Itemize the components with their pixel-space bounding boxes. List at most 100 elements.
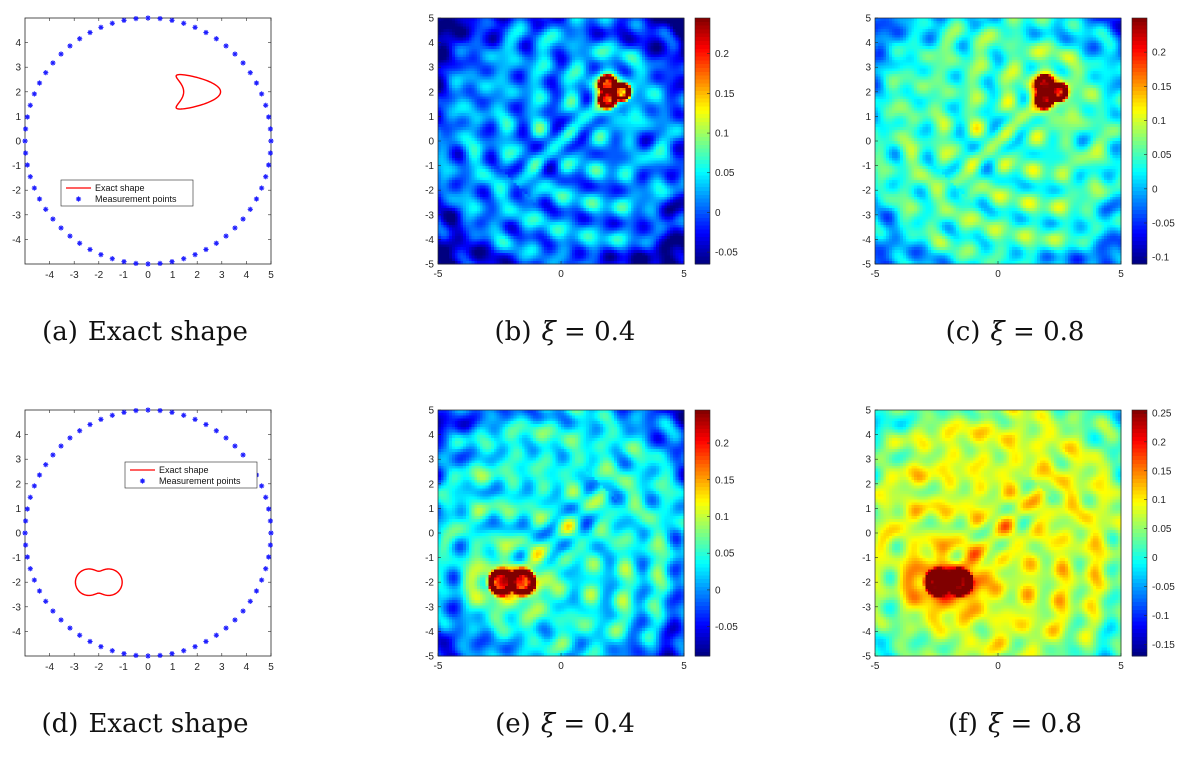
heatmap-cell — [513, 31, 517, 36]
heatmap-cell — [580, 113, 584, 117]
heatmap-cell — [583, 54, 587, 58]
heatmap-cell — [633, 51, 638, 55]
heatmap-cell — [507, 31, 512, 36]
heatmap-cell — [516, 146, 520, 150]
heatmap-cell — [580, 73, 584, 78]
heatmap-cell — [597, 73, 601, 78]
heatmap-cell — [583, 73, 587, 78]
heatmap-cell — [555, 62, 559, 67]
heatmap-cell — [463, 40, 467, 44]
heatmap-cell — [471, 107, 475, 111]
heatmap-cell — [574, 138, 579, 142]
heatmap-cell — [438, 107, 442, 111]
panel-a-xtick-label: 2 — [194, 270, 200, 281]
heatmap-cell — [449, 40, 453, 44]
heatmap-cell — [524, 129, 529, 134]
heatmap-cell — [586, 82, 590, 86]
heatmap-cell — [633, 40, 638, 44]
heatmap-cell — [485, 68, 489, 72]
heatmap-cell — [446, 34, 450, 39]
heatmap-cell — [639, 79, 643, 83]
heatmap-cell — [449, 146, 453, 150]
heatmap-cell — [477, 104, 481, 109]
heatmap-cell — [656, 51, 660, 55]
heatmap-cell — [591, 79, 596, 83]
heatmap-cell — [552, 110, 557, 114]
heatmap-cell — [443, 37, 447, 41]
heatmap-cell — [628, 129, 632, 134]
heatmap-cell — [586, 40, 590, 44]
heatmap-cell — [516, 118, 520, 123]
heatmap-cell — [496, 149, 501, 153]
heatmap-cell — [644, 143, 649, 148]
heatmap-cell — [474, 127, 478, 131]
heatmap-cell — [566, 99, 570, 103]
heatmap-cell — [642, 29, 646, 33]
heatmap-cell — [471, 138, 475, 142]
heatmap-cell — [622, 37, 626, 41]
heatmap-cell — [493, 31, 498, 36]
heatmap-cell — [493, 113, 498, 117]
heatmap-cell — [583, 23, 587, 27]
heatmap-cell — [519, 154, 523, 159]
heatmap-cell — [602, 79, 607, 83]
heatmap-cell — [566, 34, 570, 39]
heatmap-cell — [566, 138, 570, 142]
heatmap-cell — [474, 23, 478, 27]
heatmap-cell — [563, 85, 568, 89]
heatmap-cell — [510, 115, 515, 120]
heatmap-cell — [440, 68, 445, 72]
heatmap-cell — [597, 37, 601, 41]
heatmap-cell — [611, 146, 615, 150]
heatmap-cell — [672, 82, 677, 86]
heatmap-cell — [600, 124, 604, 128]
heatmap-cell — [519, 59, 523, 64]
heatmap-cell — [474, 43, 478, 47]
heatmap-cell — [465, 57, 470, 61]
heatmap-cell — [465, 99, 470, 103]
heatmap-cell — [510, 96, 515, 100]
heatmap-cell — [633, 115, 638, 120]
heatmap-cell — [530, 65, 534, 69]
heatmap-cell — [513, 76, 517, 81]
heatmap-cell — [670, 65, 674, 69]
heatmap-cell — [521, 48, 526, 53]
heatmap-cell — [574, 135, 579, 139]
heatmap-cell — [499, 85, 503, 89]
heatmap-cell — [574, 132, 579, 137]
heatmap-cell — [594, 138, 598, 142]
panel-a-measurement-point — [157, 260, 163, 267]
heatmap-cell — [524, 29, 529, 33]
heatmap-cell — [633, 65, 638, 69]
heatmap-cell — [440, 18, 445, 22]
heatmap-cell — [533, 104, 537, 109]
heatmap-cell — [552, 45, 557, 50]
heatmap-cell — [656, 152, 660, 156]
heatmap-cell — [572, 90, 576, 95]
heatmap-cell — [644, 127, 649, 131]
heatmap-cell — [670, 110, 674, 114]
heatmap-cell — [544, 26, 548, 30]
heatmap-cell — [443, 18, 447, 22]
heatmap-cell — [605, 73, 610, 78]
heatmap-cell — [521, 68, 526, 72]
heatmap-cell — [650, 143, 654, 148]
heatmap-cell — [616, 118, 621, 123]
heatmap-cell — [530, 160, 534, 164]
heatmap-cell — [451, 160, 456, 164]
heatmap-cell — [516, 143, 520, 148]
heatmap-cell — [670, 85, 674, 89]
heatmap-cell — [656, 82, 660, 86]
heatmap-cell — [499, 57, 503, 61]
heatmap-cell — [642, 26, 646, 30]
heatmap-cell — [588, 99, 593, 103]
heatmap-cell — [597, 141, 601, 145]
heatmap-cell — [605, 62, 610, 67]
heatmap-cell — [664, 59, 668, 64]
heatmap-cell — [591, 90, 596, 95]
heatmap-cell — [675, 85, 680, 89]
heatmap-cell — [639, 20, 643, 25]
heatmap-cell — [519, 99, 523, 103]
heatmap-cell — [493, 149, 498, 153]
heatmap-cell — [614, 104, 618, 109]
